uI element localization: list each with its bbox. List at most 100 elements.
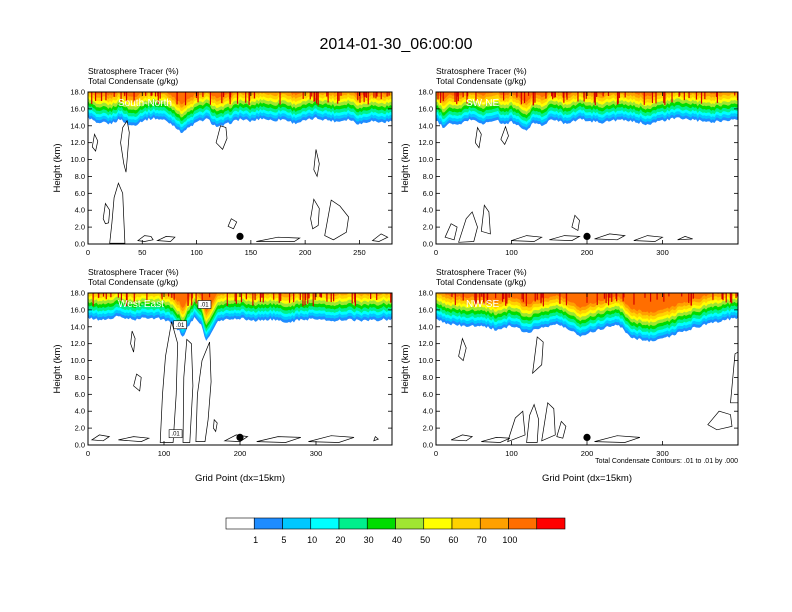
tracer-streak	[688, 92, 690, 99]
y-tick-label: 2.0	[75, 223, 85, 232]
tracer-streak	[615, 293, 617, 299]
tracer-streak	[501, 293, 504, 302]
y-tick-label: 14.0	[418, 322, 433, 331]
tracer-streak	[502, 92, 505, 101]
y-tick-label: 18.0	[418, 88, 433, 97]
condensate-contour	[109, 182, 126, 244]
tracer-streak	[586, 293, 588, 303]
panels: Stratosphere Tracer (%)Total Condensate …	[52, 66, 739, 484]
panel-label: NW-SE	[466, 299, 499, 310]
tracer-streak	[605, 293, 607, 304]
condensate-contour	[120, 119, 130, 173]
y-tick-label: 10.0	[418, 356, 433, 365]
tracer-streak	[678, 92, 680, 97]
tracer-streak	[124, 92, 126, 96]
tracer-streak	[565, 293, 568, 306]
condensate-contours	[91, 119, 389, 244]
tracer-streak	[253, 92, 256, 99]
tracer-streak	[712, 293, 714, 300]
panel-west-east: Stratosphere Tracer (%)Total Condensate …	[52, 267, 393, 484]
tracer-streak	[91, 92, 93, 105]
x-tick-label: 100	[505, 449, 518, 458]
tracer-streak	[202, 92, 204, 98]
tracer-streak	[566, 92, 568, 97]
tracer-streak	[150, 92, 152, 96]
tracer-streak	[120, 293, 123, 301]
tracer-streak	[554, 92, 557, 98]
x-tick-label: 100	[190, 248, 203, 257]
tracer-streak	[388, 92, 390, 96]
condensate-contour	[195, 341, 212, 442]
x-tick-label: 300	[656, 449, 669, 458]
tracer-streak	[317, 92, 319, 106]
tracer-streak	[133, 92, 135, 102]
tracer-streak	[503, 293, 505, 300]
y-tick-label: 0.0	[423, 441, 433, 450]
tracer-streak	[593, 92, 595, 103]
tracer-streak	[363, 92, 365, 96]
tracer-streak	[521, 293, 523, 300]
tracer-streak	[607, 92, 610, 97]
y-tick-label: 12.0	[70, 138, 85, 147]
panel-south-north: Stratosphere Tracer (%)Total Condensate …	[52, 66, 393, 257]
tracer-streak	[197, 92, 199, 103]
x-axis-label: Grid Point (dx=15km)	[195, 473, 285, 484]
y-tick-label: 0.0	[75, 240, 85, 249]
tracer-streak	[664, 92, 666, 105]
tracer-streak	[386, 92, 388, 97]
tracer-streak	[113, 92, 115, 97]
panel-header-condensate: Total Condensate (g/kg)	[88, 76, 178, 86]
tracer-streak	[380, 92, 382, 100]
tracer-streak	[722, 293, 724, 301]
x-tick-label: 200	[234, 449, 247, 458]
panel-sw-ne: Stratosphere Tracer (%)Total Condensate …	[400, 66, 739, 257]
tracer-streak	[704, 92, 706, 100]
x-tick-label: 0	[86, 248, 90, 257]
colorbar-label: 1	[253, 535, 258, 545]
tracer-streak	[700, 92, 703, 104]
tracer-streak	[481, 293, 483, 297]
tracer-streak	[110, 293, 112, 298]
condensate-contour	[511, 235, 543, 242]
tracer-streak	[540, 293, 542, 304]
y-tick-label: 10.0	[418, 155, 433, 164]
tracer-streak	[522, 293, 524, 302]
tracer-streak	[338, 92, 340, 101]
tracer-streak	[236, 92, 239, 104]
x-tick-label: 50	[138, 248, 146, 257]
tracer-band-10	[436, 293, 738, 314]
tracer-streak	[261, 293, 263, 298]
tracer-streak	[731, 293, 733, 304]
panel-header-condensate: Total Condensate (g/kg)	[436, 277, 526, 287]
panel-label: South-North	[118, 98, 172, 109]
tracer-streak	[663, 293, 665, 302]
tracer-streak	[563, 92, 565, 103]
condensate-contour	[324, 199, 349, 241]
tracer-streak	[551, 92, 553, 97]
tracer-streak	[146, 293, 148, 301]
tracer-streak	[254, 293, 256, 301]
y-tick-label: 16.0	[418, 104, 433, 113]
contour-footnote: Total Condensate Contours: .01 to .01 by…	[595, 458, 738, 465]
tracer-streak	[729, 293, 732, 303]
tracer-streak	[278, 293, 280, 303]
tracer-streak	[475, 293, 477, 305]
panel-label: West-East	[118, 299, 164, 310]
tracer-streak	[736, 293, 738, 297]
condensate-contour	[500, 125, 509, 146]
colorbar-label: 40	[392, 535, 402, 545]
condensate-contour	[541, 402, 556, 442]
y-tick-label: 2.0	[75, 424, 85, 433]
condensate-contour	[458, 211, 478, 243]
tracer-streak	[716, 92, 718, 103]
tracer-streak	[721, 293, 723, 300]
condensate-contour	[313, 149, 320, 178]
condensate-contour	[310, 198, 320, 230]
colorbar-swatch	[338, 517, 368, 530]
tracer-streak	[235, 293, 237, 304]
tracer-streak	[195, 293, 197, 304]
tracer-streak	[279, 92, 281, 105]
tracer-streak	[340, 92, 342, 96]
tracer-streak	[390, 293, 392, 303]
tracer-streak	[97, 293, 100, 298]
